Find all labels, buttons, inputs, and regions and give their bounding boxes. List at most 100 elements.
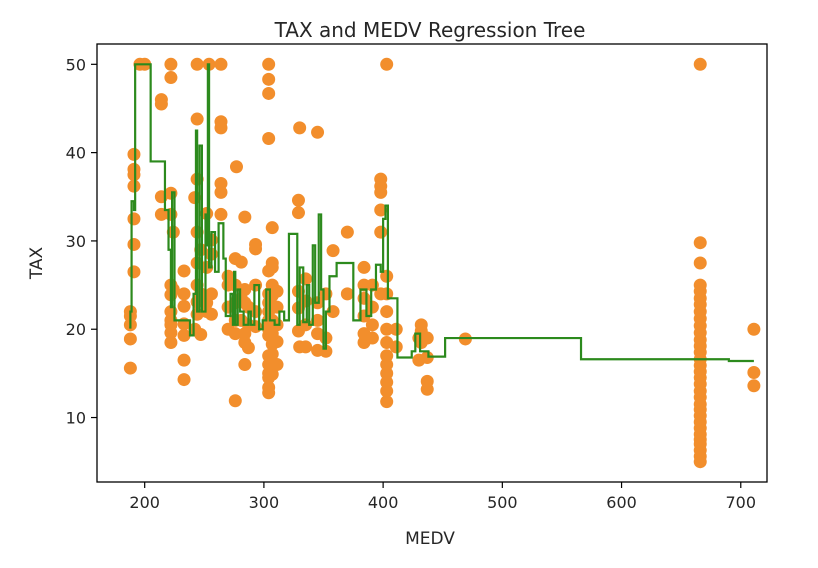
scatter-point	[270, 335, 284, 349]
scatter-point	[380, 322, 394, 336]
x-tick-label: 400	[368, 493, 399, 512]
regression-line-series	[129, 63, 754, 363]
scatter-point	[177, 353, 191, 367]
scatter-point	[190, 112, 204, 126]
scatter-point	[214, 207, 228, 221]
plot-frame	[96, 43, 768, 483]
scatter-point	[238, 282, 252, 296]
scatter-point	[262, 381, 276, 395]
scatter-point	[340, 225, 354, 239]
scatter-point	[299, 340, 313, 354]
scatter-point	[190, 57, 204, 71]
scatter-point	[311, 313, 325, 327]
scatter-point	[270, 358, 284, 372]
chart-title: TAX and MEDV Regression Tree	[274, 18, 586, 42]
y-tick-label: 50	[66, 55, 86, 74]
scatter-point	[374, 203, 388, 217]
scatter-point	[127, 265, 141, 279]
scatter-point	[420, 350, 434, 364]
scatter-point	[123, 332, 137, 346]
scatter-point	[238, 210, 252, 224]
scatter-point	[693, 57, 707, 71]
regression-tree-line	[129, 63, 754, 363]
scatter-point	[414, 318, 428, 332]
scatter-point	[241, 341, 255, 355]
y-tick-label: 10	[66, 409, 86, 428]
scatter-point	[154, 207, 168, 221]
scatter-point	[326, 244, 340, 258]
scatter-point	[747, 379, 761, 393]
scatter-point	[204, 287, 218, 301]
scatter-point	[693, 236, 707, 250]
scatter-point	[164, 335, 178, 349]
scatter-point	[365, 300, 379, 314]
scatter-point	[238, 358, 252, 372]
scatter-point	[265, 347, 279, 361]
scatter-point	[265, 221, 279, 235]
scatter-point	[299, 272, 313, 286]
scatter-point	[194, 328, 208, 342]
scatter-point	[389, 322, 403, 336]
scatter-point	[164, 71, 178, 85]
scatter-point	[234, 255, 248, 269]
scatter-point	[214, 185, 228, 199]
scatter-point	[164, 326, 178, 340]
scatter-point	[380, 287, 394, 301]
scatter-point	[380, 305, 394, 319]
scatter-point	[693, 256, 707, 270]
x-axis-ticks: 200 300 400 500 600 700	[129, 482, 756, 512]
y-axis-label: TAX	[27, 246, 47, 280]
y-axis-ticks: 10 20 30 40 50	[66, 55, 97, 428]
x-tick-label: 500	[487, 493, 518, 512]
scatter-point	[127, 237, 141, 251]
scatter-point	[747, 322, 761, 336]
scatter-point	[177, 287, 191, 301]
scatter-point	[380, 395, 394, 409]
scatter-point	[420, 331, 434, 345]
scatter-point	[270, 284, 284, 298]
scatter-point	[177, 299, 191, 313]
scatter-point	[214, 121, 228, 135]
scatter-point	[293, 121, 307, 135]
x-tick-label: 200	[129, 493, 160, 512]
scatter-point	[262, 131, 276, 145]
scatter-point	[380, 349, 394, 363]
scatter-point	[228, 394, 242, 408]
x-tick-label: 600	[606, 493, 637, 512]
scatter-point	[154, 93, 168, 107]
y-tick-label: 20	[66, 320, 86, 339]
y-tick-label: 30	[66, 232, 86, 251]
scatter-point	[166, 225, 180, 239]
scatter-point	[249, 237, 263, 251]
scatter-point	[204, 307, 218, 321]
scatter-point	[340, 287, 354, 301]
scatter-point	[127, 179, 141, 193]
scatter-point	[291, 284, 305, 298]
scatter-point	[270, 300, 284, 314]
scatter-point	[228, 327, 242, 341]
scatter-point	[262, 57, 276, 71]
scatter-point	[127, 162, 141, 176]
scatter-point	[262, 86, 276, 100]
scatter-point	[311, 125, 325, 139]
scatter-point	[291, 206, 305, 220]
scatter-point	[127, 147, 141, 161]
scatter-point	[747, 366, 761, 379]
scatter-point	[357, 260, 371, 274]
x-tick-label: 700	[725, 493, 756, 512]
scatter-point	[123, 361, 137, 375]
scatter-point	[380, 57, 394, 71]
scatter-point	[389, 340, 403, 354]
x-axis-label: MEDV	[405, 529, 455, 549]
scatter-point	[365, 318, 379, 332]
scatter-point	[693, 278, 707, 292]
scatter-point	[291, 193, 305, 207]
scatter-point	[365, 331, 379, 345]
y-tick-label: 40	[66, 144, 86, 163]
scatter-point	[374, 225, 388, 239]
scatter-point	[177, 328, 191, 342]
scatter-point	[265, 256, 279, 270]
scatter-point	[380, 269, 394, 283]
